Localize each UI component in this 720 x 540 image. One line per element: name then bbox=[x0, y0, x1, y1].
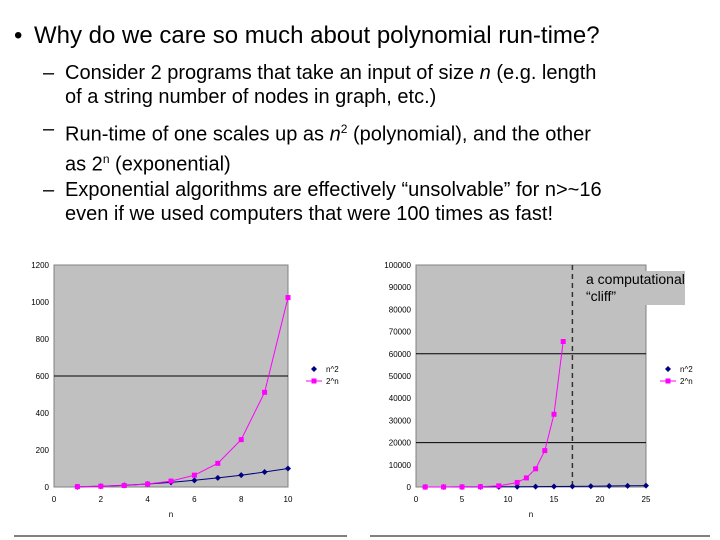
y-tick-label: 30000 bbox=[389, 416, 412, 425]
y-tick-label: 40000 bbox=[389, 394, 412, 403]
x-axis-label: n bbox=[169, 510, 173, 519]
sub-bullet-3: – Exponential algorithms are effectively… bbox=[43, 178, 713, 226]
sub-bullet-2-line-2: as 2n (exponential) bbox=[65, 151, 231, 176]
legend-marker bbox=[665, 366, 671, 372]
y-tick-label: 1200 bbox=[31, 261, 49, 270]
data-point bbox=[191, 472, 197, 478]
data-point bbox=[238, 472, 245, 479]
annotation-line-2: “cliff” bbox=[586, 288, 617, 304]
data-point bbox=[560, 339, 566, 345]
legend-label: 2^n bbox=[326, 377, 339, 386]
sub-bullet-2: – Run-time of one scales up as n2 (polyn… bbox=[43, 117, 713, 176]
data-point bbox=[643, 482, 649, 489]
y-tick-label: 10000 bbox=[389, 461, 412, 470]
data-point bbox=[624, 482, 631, 489]
x-tick-label: 20 bbox=[596, 495, 605, 504]
data-point bbox=[551, 411, 557, 417]
data-point bbox=[587, 483, 594, 490]
y-tick-label: 0 bbox=[407, 483, 412, 492]
data-point bbox=[441, 484, 447, 490]
data-point bbox=[532, 483, 539, 490]
x-tick-label: 0 bbox=[414, 495, 419, 504]
data-point bbox=[459, 484, 465, 490]
sub-bullet-1-line-1: Consider 2 programs that take an input o… bbox=[65, 62, 597, 84]
y-tick-label: 200 bbox=[36, 446, 50, 455]
annotation-line-1: a computational bbox=[586, 271, 685, 287]
data-point bbox=[168, 478, 174, 484]
y-tick-label: 20000 bbox=[389, 439, 412, 448]
data-point bbox=[74, 484, 80, 490]
x-tick-label: 0 bbox=[52, 495, 57, 504]
legend-label: n^2 bbox=[680, 365, 693, 374]
data-point bbox=[606, 483, 613, 490]
sub-bullet-2-line-1: Run-time of one scales up as n2 (polynom… bbox=[65, 122, 591, 146]
x-tick-label: 4 bbox=[145, 495, 150, 504]
data-point bbox=[121, 483, 127, 489]
bullet-marker: • bbox=[14, 22, 23, 49]
y-tick-label: 100000 bbox=[384, 261, 411, 270]
sub-bullet-1: – Consider 2 programs that take an input… bbox=[43, 61, 713, 109]
sub-bullet-3-line-1: Exponential algorithms are effectively “… bbox=[65, 179, 602, 201]
x-tick-label: 10 bbox=[284, 495, 293, 504]
legend-marker bbox=[665, 378, 671, 384]
x-axis-label: n bbox=[529, 510, 533, 519]
sub-bullet-marker: – bbox=[43, 118, 55, 140]
data-point bbox=[496, 483, 502, 489]
y-tick-label: 70000 bbox=[389, 328, 412, 337]
main-bullet-text: Why do we care so much about polynomial … bbox=[34, 22, 600, 49]
legend-marker bbox=[311, 366, 317, 372]
x-tick-label: 10 bbox=[504, 495, 513, 504]
data-point bbox=[262, 389, 268, 395]
legend-label: 2^n bbox=[680, 377, 693, 386]
y-tick-label: 80000 bbox=[389, 305, 412, 314]
sub-bullet-3-line-2: even if we used computers that were 100 … bbox=[65, 203, 554, 225]
data-point bbox=[191, 477, 198, 484]
data-point bbox=[215, 460, 221, 466]
x-tick-label: 2 bbox=[99, 495, 104, 504]
sub-bullet-marker: – bbox=[43, 179, 55, 201]
legend-label: n^2 bbox=[326, 365, 339, 374]
data-point bbox=[285, 295, 291, 301]
data-point bbox=[261, 469, 268, 476]
y-tick-label: 400 bbox=[36, 409, 50, 418]
y-tick-label: 0 bbox=[45, 483, 50, 492]
y-tick-label: 800 bbox=[36, 335, 50, 344]
data-point bbox=[285, 465, 291, 472]
data-point bbox=[533, 466, 539, 472]
sub-bullet-marker: – bbox=[43, 62, 55, 84]
y-tick-label: 50000 bbox=[389, 372, 412, 381]
data-point bbox=[238, 437, 244, 443]
legend-marker bbox=[311, 378, 317, 384]
left-chart: 0 200 400 600 800 1000 1200 0 2 4 6 8 10 n n^2 2^n bbox=[14, 261, 347, 537]
y-tick-label: 60000 bbox=[389, 350, 412, 359]
data-point bbox=[523, 475, 529, 481]
sub-bullet-1-line-2: of a string number of nodes in graph, et… bbox=[65, 86, 437, 108]
series-line-2 bbox=[77, 297, 289, 488]
y-tick-label: 90000 bbox=[389, 283, 412, 292]
data-point bbox=[98, 483, 104, 489]
x-tick-label: 8 bbox=[239, 495, 244, 504]
data-point bbox=[542, 448, 548, 454]
x-tick-label: 15 bbox=[550, 495, 559, 504]
y-tick-label: 1000 bbox=[31, 298, 49, 307]
data-point bbox=[214, 474, 221, 481]
data-point bbox=[477, 484, 483, 490]
x-tick-label: 6 bbox=[192, 495, 197, 504]
y-tick-label: 600 bbox=[36, 372, 50, 381]
x-tick-label: 5 bbox=[460, 495, 465, 504]
data-point bbox=[422, 484, 428, 490]
data-point bbox=[514, 479, 520, 485]
x-tick-label: 25 bbox=[642, 495, 651, 504]
data-point bbox=[569, 483, 576, 490]
cliff-annotation: a computational “cliff” bbox=[586, 271, 685, 305]
data-point bbox=[514, 483, 521, 490]
data-point bbox=[145, 481, 151, 487]
data-point bbox=[551, 483, 557, 490]
